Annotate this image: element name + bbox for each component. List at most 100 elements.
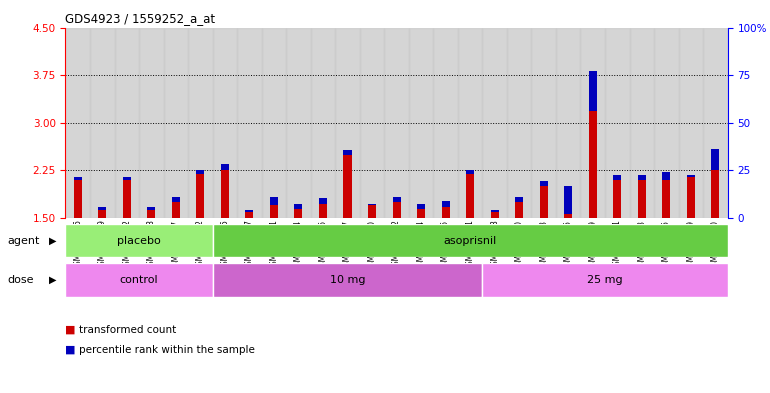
Bar xyxy=(311,28,335,218)
Bar xyxy=(638,180,646,218)
Bar xyxy=(662,180,671,218)
Bar xyxy=(139,28,163,218)
Bar xyxy=(172,197,180,202)
Bar xyxy=(638,175,646,180)
Bar xyxy=(319,204,327,218)
Bar xyxy=(441,201,450,207)
Bar xyxy=(482,28,507,218)
Bar xyxy=(441,207,450,218)
Bar xyxy=(213,28,237,218)
Bar xyxy=(294,209,303,218)
Bar xyxy=(605,28,630,218)
Bar xyxy=(311,28,335,218)
Bar xyxy=(589,71,597,218)
Bar xyxy=(581,28,605,218)
Bar xyxy=(65,28,90,218)
Bar xyxy=(515,202,524,218)
Bar xyxy=(65,224,213,257)
Text: ■: ■ xyxy=(65,345,76,355)
Bar xyxy=(163,28,188,218)
Bar xyxy=(605,28,630,218)
Bar xyxy=(589,71,597,111)
Bar xyxy=(262,28,286,218)
Bar xyxy=(678,28,703,218)
Bar xyxy=(99,207,106,210)
Bar xyxy=(122,177,131,180)
Text: 10 mg: 10 mg xyxy=(330,275,365,285)
Bar xyxy=(221,171,229,218)
Bar xyxy=(213,263,482,297)
Bar xyxy=(188,28,213,218)
Text: agent: agent xyxy=(8,236,40,246)
Bar xyxy=(172,202,180,218)
Bar xyxy=(490,210,499,212)
Bar xyxy=(99,210,106,218)
Bar xyxy=(507,28,531,218)
Bar xyxy=(384,28,409,218)
Bar xyxy=(687,175,695,177)
Bar xyxy=(687,177,695,218)
Bar xyxy=(540,186,547,218)
Bar xyxy=(630,28,654,218)
Bar xyxy=(490,212,499,218)
Bar xyxy=(466,171,474,174)
Bar xyxy=(531,28,556,218)
Bar xyxy=(409,28,434,218)
Bar xyxy=(482,263,728,297)
Text: control: control xyxy=(119,275,159,285)
Bar xyxy=(319,198,327,204)
Bar xyxy=(393,202,400,218)
Text: dose: dose xyxy=(8,275,34,285)
Text: 25 mg: 25 mg xyxy=(588,275,623,285)
Bar xyxy=(122,180,131,218)
Bar xyxy=(703,28,728,218)
Bar xyxy=(678,28,703,218)
Bar xyxy=(458,28,482,218)
Bar xyxy=(564,186,572,218)
Bar xyxy=(703,28,728,218)
Bar xyxy=(581,28,605,218)
Bar xyxy=(564,186,572,214)
Bar xyxy=(654,28,678,218)
Bar xyxy=(417,204,425,209)
Bar xyxy=(360,28,384,218)
Bar xyxy=(540,181,547,186)
Bar xyxy=(115,28,139,218)
Bar xyxy=(556,28,581,218)
Bar xyxy=(270,197,278,206)
Text: percentile rank within the sample: percentile rank within the sample xyxy=(79,345,255,355)
Bar xyxy=(163,28,188,218)
Bar xyxy=(237,28,262,218)
Text: placebo: placebo xyxy=(117,236,161,246)
Text: ▶: ▶ xyxy=(49,275,56,285)
Bar xyxy=(74,180,82,218)
Bar xyxy=(221,164,229,171)
Text: transformed count: transformed count xyxy=(79,325,176,335)
Bar xyxy=(196,174,204,218)
Bar xyxy=(613,180,621,218)
Bar xyxy=(434,28,458,218)
Bar xyxy=(507,28,531,218)
Bar xyxy=(368,204,376,206)
Bar xyxy=(654,28,678,218)
Bar xyxy=(515,197,524,202)
Text: ▶: ▶ xyxy=(49,236,56,246)
Text: asoprisnil: asoprisnil xyxy=(444,236,497,246)
Bar xyxy=(246,212,253,218)
Bar xyxy=(262,28,286,218)
Bar xyxy=(360,28,384,218)
Bar xyxy=(343,154,352,218)
Bar xyxy=(188,28,213,218)
Bar xyxy=(556,28,581,218)
Bar xyxy=(409,28,434,218)
Bar xyxy=(417,209,425,218)
Bar xyxy=(139,28,163,218)
Bar xyxy=(613,175,621,180)
Bar xyxy=(213,224,728,257)
Bar xyxy=(237,28,262,218)
Bar xyxy=(65,263,213,297)
Bar xyxy=(482,28,507,218)
Bar xyxy=(343,150,352,154)
Bar xyxy=(294,204,303,209)
Bar xyxy=(368,206,376,218)
